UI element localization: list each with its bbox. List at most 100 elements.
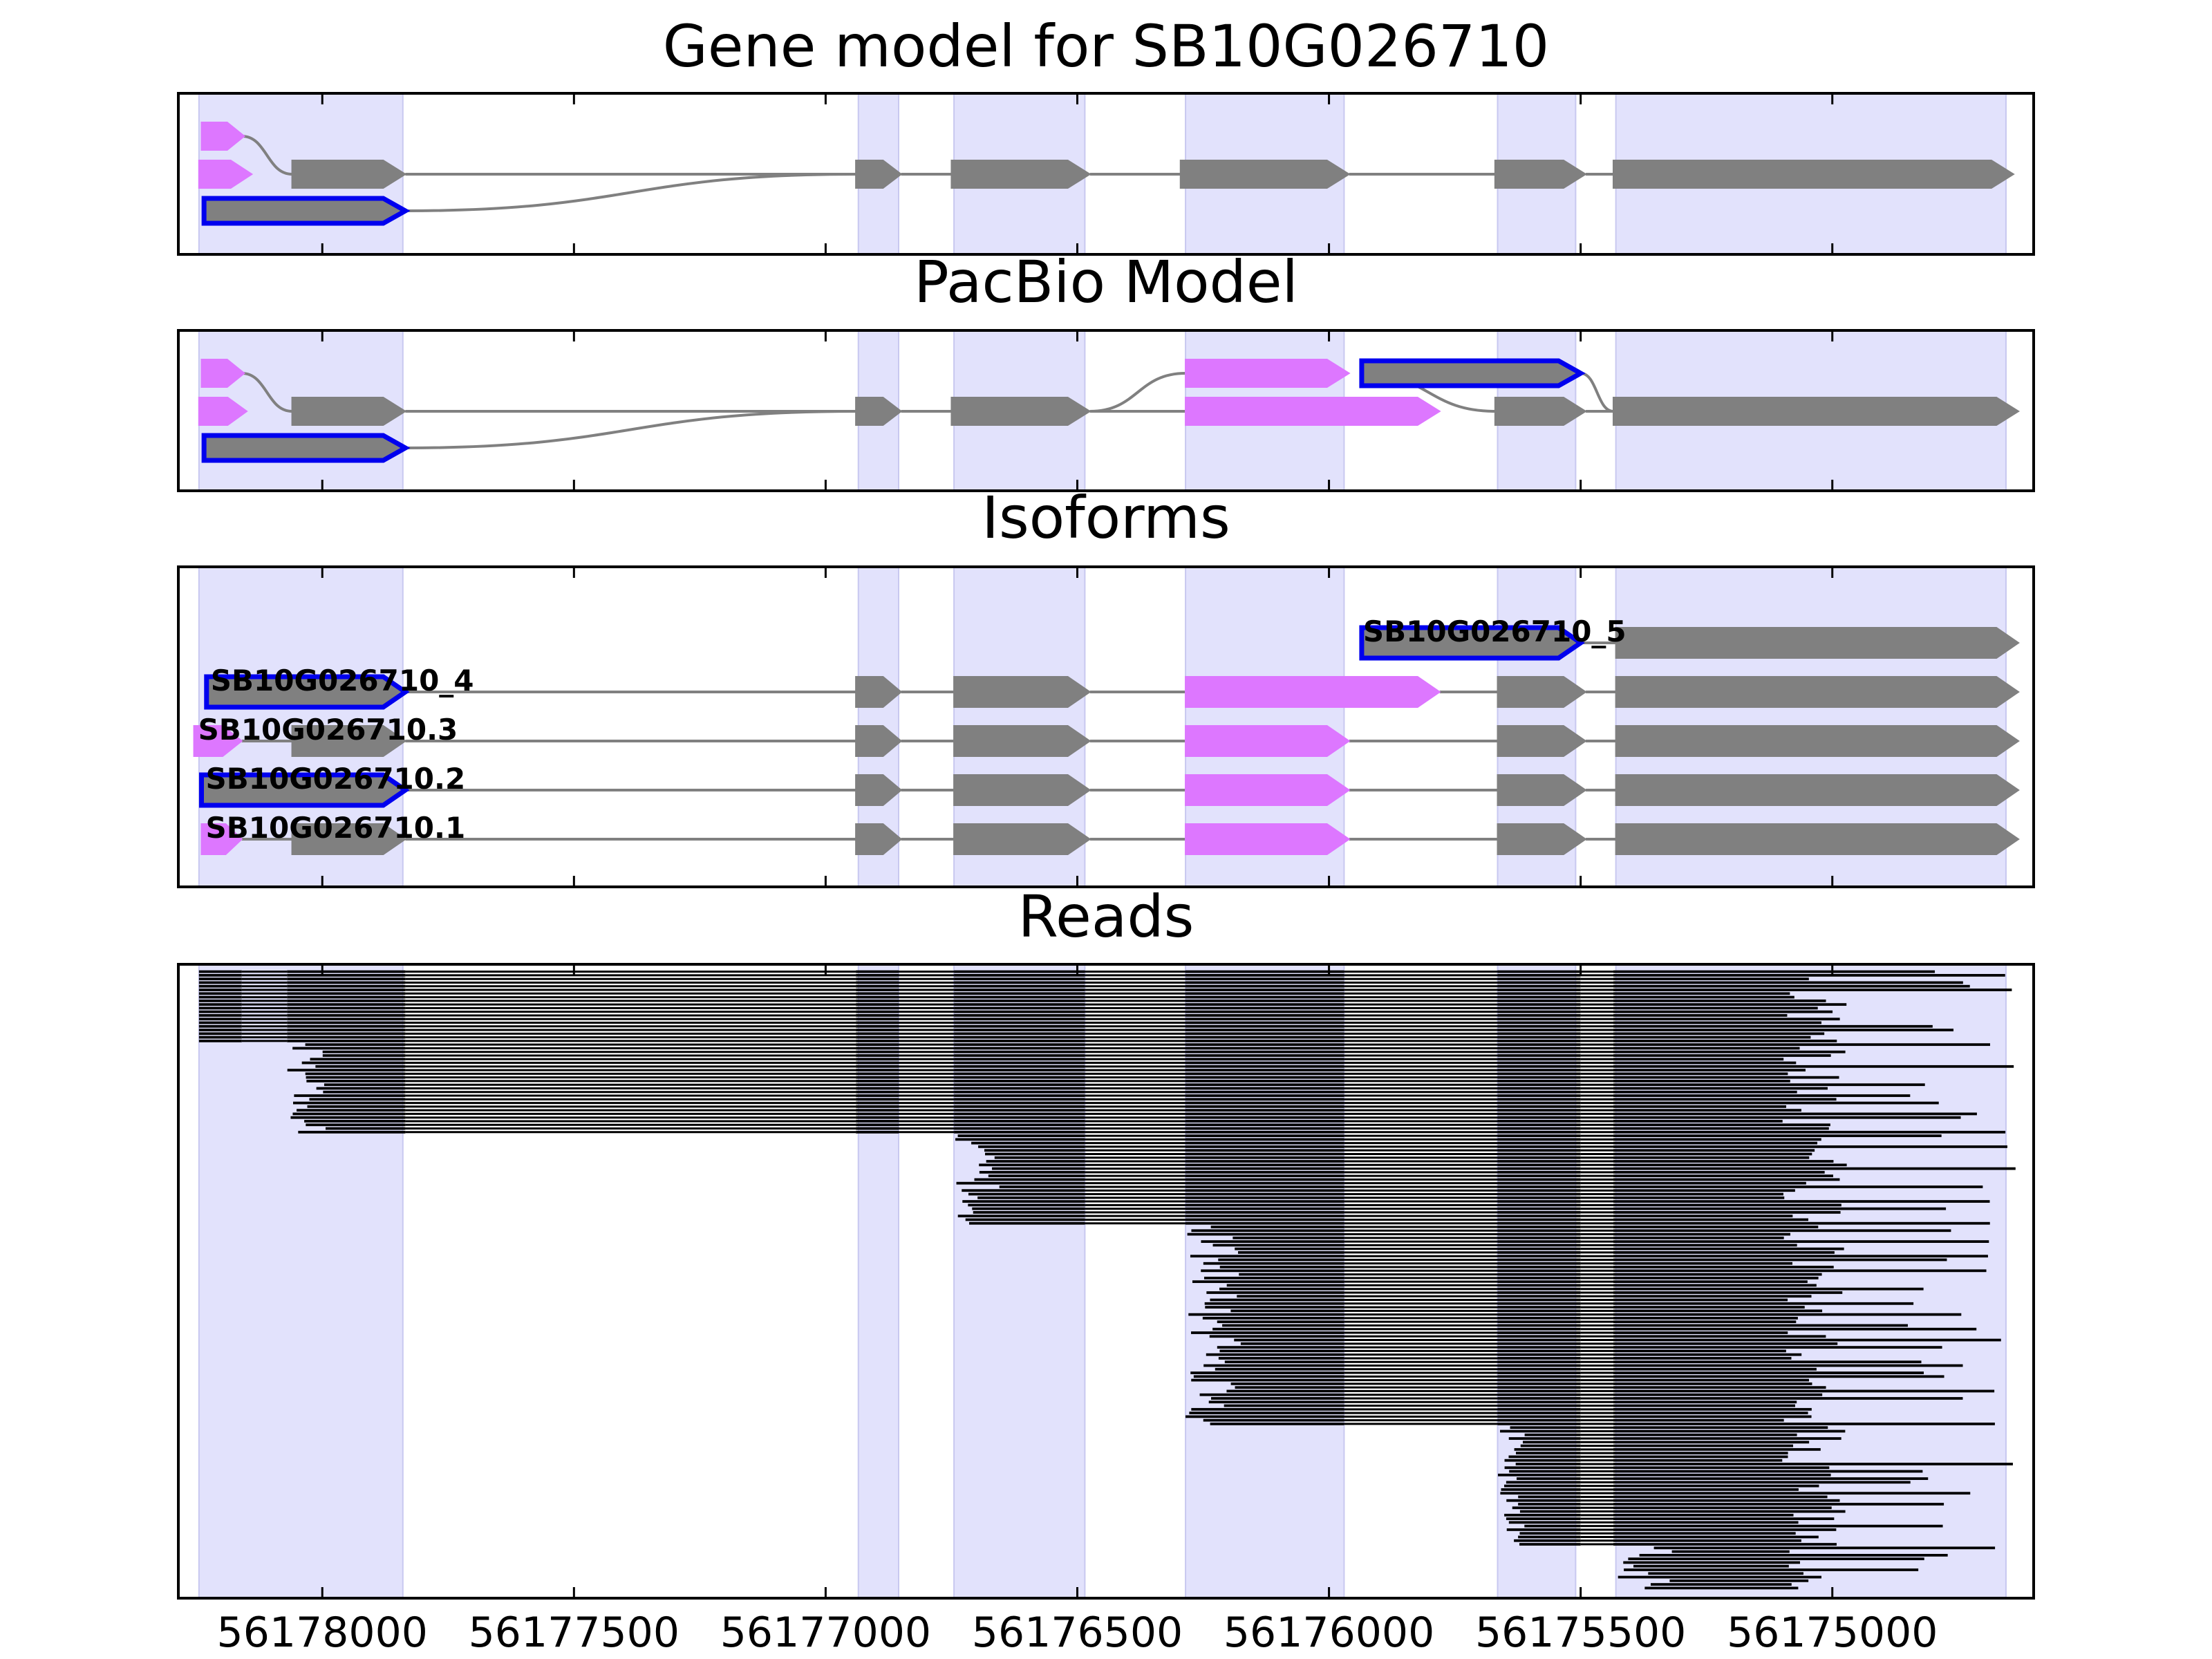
read-block xyxy=(1613,1018,1840,1021)
read-block xyxy=(1613,1378,1809,1382)
read-block xyxy=(305,1072,406,1076)
read-block xyxy=(1613,1404,1795,1407)
read-block xyxy=(1497,977,1581,981)
read-block xyxy=(954,1054,1085,1057)
read-block xyxy=(1219,1266,1344,1268)
read-block xyxy=(1497,1229,1581,1232)
read-block xyxy=(1518,1495,1581,1499)
read-block xyxy=(856,1039,899,1042)
read-block xyxy=(1613,1024,1933,1028)
read-block xyxy=(1613,1244,1797,1247)
read-block xyxy=(1613,1116,1961,1119)
read-block xyxy=(856,1035,899,1039)
reads-title: Reads xyxy=(1018,883,1194,950)
read-block xyxy=(1613,1459,1783,1462)
read-block xyxy=(1185,1054,1344,1057)
read-block xyxy=(1613,1287,1924,1291)
read-block xyxy=(1226,1284,1344,1287)
read-block xyxy=(294,1094,406,1097)
exon xyxy=(953,676,1091,708)
read-block xyxy=(287,984,406,988)
read-block xyxy=(287,988,406,991)
read-block xyxy=(1189,1412,1344,1414)
x-tick-label: 56175000 xyxy=(1727,1609,1938,1657)
read-block xyxy=(1613,1353,1802,1356)
read-block xyxy=(198,1003,242,1006)
read-block xyxy=(1185,1123,1344,1127)
alternative-exon xyxy=(200,359,245,388)
read-block xyxy=(1185,1215,1344,1218)
read-block xyxy=(1235,1247,1344,1250)
read-block xyxy=(1230,1309,1344,1313)
read-block xyxy=(198,1032,242,1035)
read-block xyxy=(954,1039,1085,1042)
read-block xyxy=(1613,1433,1797,1436)
read-block xyxy=(1497,1094,1581,1097)
read-block xyxy=(310,1058,406,1061)
read-block xyxy=(1613,1317,1798,1320)
read-block xyxy=(1524,1433,1581,1436)
read-block xyxy=(1497,1306,1581,1309)
read-block xyxy=(856,984,899,988)
read-block xyxy=(1613,1163,1847,1167)
read-block xyxy=(1613,1306,1805,1309)
read-block xyxy=(972,1207,1085,1210)
read-block xyxy=(1185,1415,1344,1418)
read-block xyxy=(1497,1174,1581,1178)
read-block xyxy=(954,1072,1085,1076)
read-block xyxy=(198,1035,242,1039)
alternative-exon xyxy=(1185,676,1441,708)
read-block xyxy=(1613,1371,1924,1374)
read-block xyxy=(1224,1360,1344,1364)
read-block xyxy=(1203,1262,1344,1265)
read-block xyxy=(1191,1331,1344,1334)
read-block xyxy=(856,999,899,1002)
read-block xyxy=(1516,1452,1581,1455)
splice-curve xyxy=(405,173,856,212)
read-block xyxy=(1185,1101,1344,1105)
read-block xyxy=(1185,1072,1344,1076)
read-block xyxy=(1497,1130,1581,1134)
read-block xyxy=(1613,1226,1819,1228)
read-block xyxy=(1613,999,1826,1002)
read-block xyxy=(1497,1080,1581,1082)
read-block xyxy=(992,1167,1085,1170)
read-block xyxy=(856,992,899,995)
read-block xyxy=(1185,1152,1344,1156)
exon xyxy=(1497,823,1587,855)
read-block xyxy=(1497,1412,1581,1414)
read-block xyxy=(1185,1185,1344,1188)
read-block xyxy=(1185,1024,1344,1028)
read-block xyxy=(1517,1477,1581,1480)
read-block xyxy=(1185,1047,1344,1050)
read-block xyxy=(1497,1083,1581,1087)
alternative-exon xyxy=(1185,397,1441,426)
read-block xyxy=(1237,1251,1344,1254)
read-block xyxy=(1613,1065,2014,1068)
read-block xyxy=(1185,1196,1344,1199)
read-block xyxy=(1497,1349,1581,1353)
read-block xyxy=(1185,1189,1344,1192)
read-block xyxy=(954,981,1085,984)
read-block xyxy=(954,1024,1085,1028)
read-block xyxy=(1185,1178,1344,1181)
read-block xyxy=(1510,1426,1581,1430)
read-block xyxy=(1508,1455,1581,1459)
read-block xyxy=(1185,992,1344,995)
alternative-exon xyxy=(198,160,254,189)
read-block xyxy=(1497,1021,1581,1024)
read-block xyxy=(1648,1572,1803,1575)
read-block xyxy=(1497,1273,1581,1276)
read-block xyxy=(954,1127,1085,1130)
read-block xyxy=(1497,1389,1581,1393)
read-block xyxy=(1613,1160,1834,1163)
read-block xyxy=(1613,1251,1835,1254)
read-block xyxy=(986,1160,1085,1163)
read-block xyxy=(1237,1295,1344,1298)
read-block xyxy=(287,1029,406,1031)
read-block xyxy=(1497,1247,1581,1250)
read-block xyxy=(1497,1418,1581,1422)
read-block xyxy=(1613,1397,1963,1400)
read-block xyxy=(1506,1528,1581,1531)
read-block xyxy=(856,1050,899,1053)
